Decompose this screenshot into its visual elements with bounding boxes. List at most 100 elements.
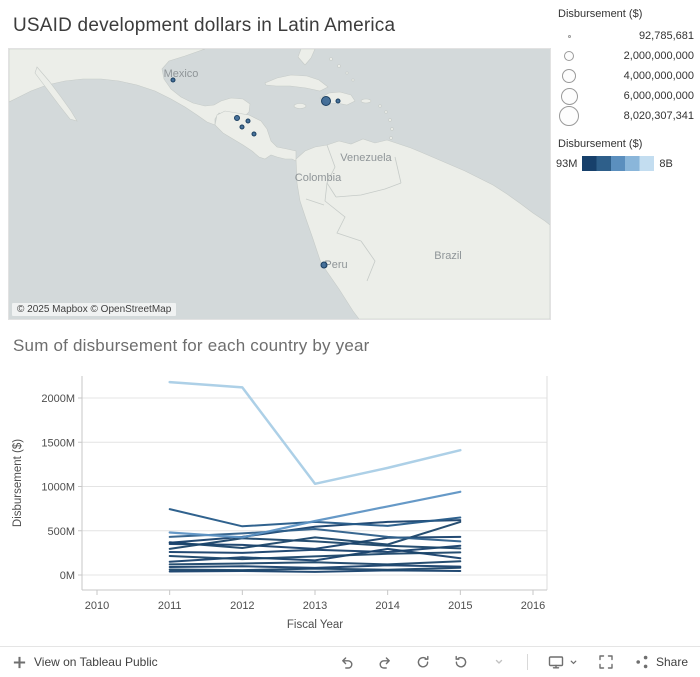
size-legend-item: 8,020,307,341 [556,106,696,126]
land-puerto-rico [360,98,372,104]
series-line[interactable] [168,490,462,539]
x-tick-label: 2013 [303,600,327,612]
land-baja [34,66,78,122]
series-line[interactable] [168,537,462,550]
color-legend-bar [582,156,655,171]
y-tick-label: 500M [47,526,75,538]
map-label: Mexico [164,68,199,80]
revert-icon [417,655,429,668]
size-legend-item: 4,000,000,000 [556,66,696,86]
view-on-tableau-public-label: View on Tableau Public [34,655,158,669]
size-legend-item: 92,785,681 [556,26,696,46]
y-tick-label: 2000M [41,393,75,405]
series-line[interactable] [168,508,462,528]
toolbar-actions: Share [337,652,688,672]
tableau-logo-icon [13,656,26,668]
map-marker[interactable] [239,124,245,130]
series-line[interactable] [168,547,462,563]
refresh-button[interactable] [451,652,471,672]
map-marker[interactable] [234,115,240,121]
color-legend-min: 93M [556,157,578,170]
map-label: Venezuela [340,152,392,164]
x-tick-label: 2011 [158,600,182,612]
revert-button[interactable] [413,652,433,672]
map-marker[interactable] [335,98,341,104]
refresh-icon [455,655,467,668]
x-tick-label: 2010 [85,600,109,612]
share-button[interactable]: Share [634,654,688,670]
x-tick-label: 2016 [521,600,545,612]
color-legend-title: Disbursement ($) [558,138,643,150]
x-tick-label: 2014 [375,600,399,612]
map-marker[interactable] [321,96,331,106]
map-marker[interactable] [245,118,251,124]
undo-button[interactable] [337,652,357,672]
country-borders [305,144,402,282]
size-legend-circle [559,106,579,126]
fullscreen-icon [599,655,613,669]
series-line[interactable] [168,551,462,561]
map-panel[interactable]: Mexico Venezuela Colombia Brazil Peru © 2025… [8,48,551,320]
landmasses [9,49,550,319]
y-tick-label: 1000M [41,482,75,494]
download-button[interactable] [546,652,578,672]
download-icon [548,656,564,669]
map-marker[interactable] [170,77,176,83]
view-on-tableau-public-button[interactable]: View on Tableau Public [12,655,158,670]
land-cuba [264,74,329,92]
legends: Disbursement ($) 92,785,681 2,000,000,000… [556,6,696,171]
size-legend-value: 2,000,000,000 [623,50,694,62]
bottom-toolbar: View on Tableau Public [0,646,700,677]
size-legend-value: 6,000,000,000 [623,90,694,102]
size-legend-circle [567,34,571,38]
page-title: USAID development dollars in Latin Ameri… [13,15,396,36]
land-florida [297,49,316,66]
x-axis-title: Fiscal Year [287,619,343,631]
land-jamaica [293,103,307,109]
size-legend-circle [562,69,576,83]
size-legend-circle [560,87,578,105]
undo-icon [342,657,353,669]
map-marker[interactable] [251,131,257,137]
series-line[interactable] [168,560,462,566]
size-legend-item: 6,000,000,000 [556,86,696,106]
size-legend-item: 2,000,000,000 [556,46,696,66]
x-tick-label: 2015 [448,600,472,612]
size-legend-circle [564,51,574,61]
color-legend: Disbursement ($) 93M 8B [556,138,696,171]
section-title: Sum of disbursement for each country by … [13,336,370,355]
y-tick-label: 1500M [41,437,75,449]
size-legend-value: 92,785,681 [638,30,694,42]
color-legend-max: 8B [659,157,673,170]
size-legend-value: 4,000,000,000 [623,70,694,82]
series-line[interactable] [168,519,462,544]
size-legend-value: 8,020,307,341 [623,110,694,122]
redo-button[interactable] [375,652,395,672]
chevron-down-icon [570,660,577,664]
line-chart[interactable]: 0M 500M 1000M 1500M 2000M 2010 2011 2012 2013 201… [8,372,548,640]
series-line[interactable] [168,380,462,486]
map-attribution[interactable]: © 2025 Mapbox © OpenStreetMap [12,303,177,316]
toolbar-separator [526,654,528,670]
share-label: Share [655,655,688,669]
series-line[interactable] [168,520,462,549]
share-icon [636,655,648,669]
size-legend-rows: 92,785,681 2,000,000,000 4,000,000,000 6,00… [556,26,696,126]
y-tick-label: 0M [60,570,75,582]
x-tick-label: 2012 [230,600,254,612]
size-legend-title: Disbursement ($) [558,8,643,20]
map-marker[interactable] [320,261,328,269]
map-label: Brazil [434,250,462,262]
series-line[interactable] [168,569,462,573]
map-label: Colombia [295,172,342,184]
pause-dropdown-button[interactable] [489,652,509,672]
fullscreen-button[interactable] [596,652,616,672]
y-axis-title: Disbursement ($) [12,439,24,527]
map-label: Peru [324,259,347,271]
redo-icon [379,657,390,669]
map[interactable]: Mexico Venezuela Colombia Brazil Peru [9,49,550,319]
series-line[interactable] [168,564,462,569]
series-line[interactable] [168,528,462,543]
chevron-down-icon [495,659,503,664]
chart-panel: 0M 500M 1000M 1500M 2000M 2010 2011 2012 2013 201… [8,372,548,640]
